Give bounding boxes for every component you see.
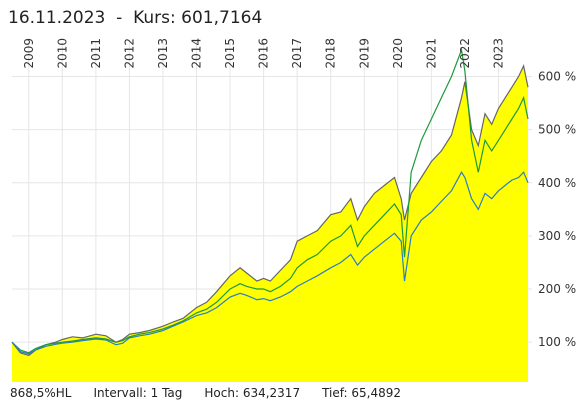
header-date: 16.11.2023 (8, 8, 106, 28)
footer-low: Tief: 65,4892 (322, 386, 402, 400)
footer-range: 868,5%HL (10, 386, 72, 400)
y-tick-label: 100 % (538, 335, 576, 349)
y-axis-ticks: 100 % 200 % 300 % 400 % 500 % 600 % (538, 70, 576, 350)
x-tick-label: 2021 (424, 38, 438, 69)
x-tick-label: 2022 (458, 38, 472, 69)
header-separator: - (116, 8, 123, 28)
x-tick-label: 2018 (324, 38, 338, 69)
x-tick-label: 2014 (190, 38, 204, 69)
x-tick-label: 2020 (391, 38, 405, 69)
y-tick-label: 400 % (538, 176, 576, 190)
header-price: Kurs: 601,7164 (133, 8, 263, 28)
series-line-green (11, 47, 529, 354)
y-tick-label: 500 % (538, 123, 576, 137)
chart-footer: 868,5%HL Intervall: 1 Tag Hoch: 634,2317… (10, 386, 401, 400)
x-tick-label: 2017 (290, 38, 304, 69)
y-tick-label: 200 % (538, 282, 576, 296)
x-tick-label: 2010 (55, 38, 69, 69)
x-tick-label: 2016 (257, 38, 271, 69)
x-tick-label: 2011 (89, 38, 103, 69)
series-area-edge (11, 64, 529, 357)
y-tick-label: 600 % (538, 70, 576, 84)
x-tick-label: 2009 (22, 38, 36, 69)
series-line-blue (11, 171, 529, 355)
chart-header: 16.11.2023 - Kurs: 601,7164 (8, 8, 262, 28)
series-area-fill (12, 65, 528, 383)
footer-high: Hoch: 634,2317 (204, 386, 301, 400)
x-tick-label: 2012 (122, 38, 136, 69)
y-tick-label: 300 % (538, 229, 576, 243)
footer-interval: Intervall: 1 Tag (93, 386, 183, 400)
x-tick-label: 2015 (223, 38, 237, 69)
x-tick-label: 2013 (156, 38, 170, 69)
x-tick-label: 2023 (491, 38, 505, 69)
x-tick-label: 2019 (357, 38, 371, 69)
x-axis-ticks: 2009 2010 2011 2012 2013 2014 2015 2016 2017 2018… (22, 38, 506, 69)
series-layer (11, 47, 529, 383)
